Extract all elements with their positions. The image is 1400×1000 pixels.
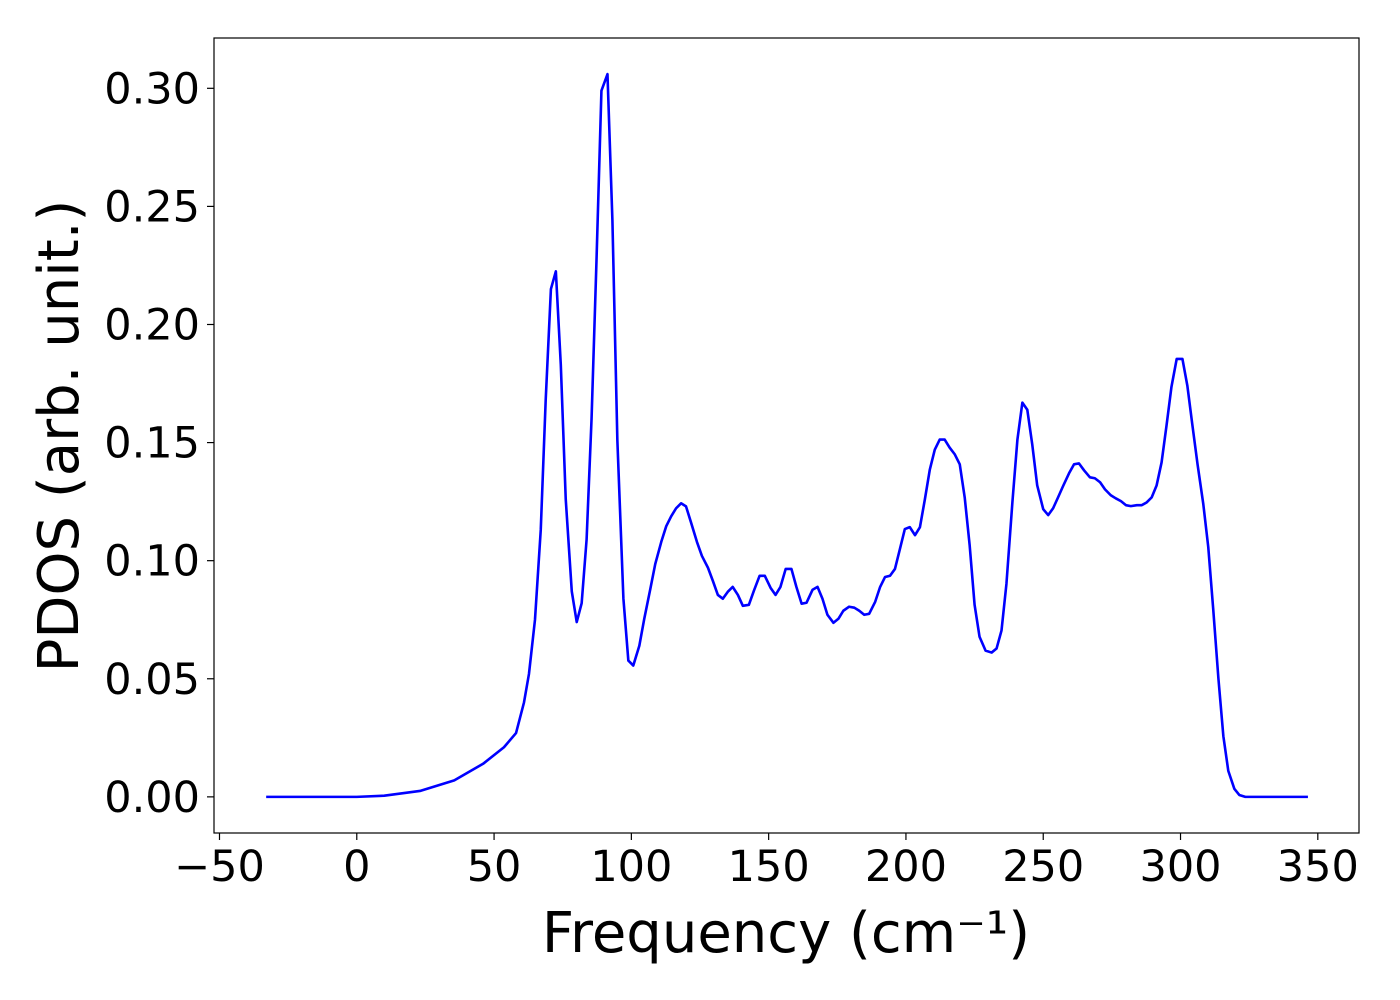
data-line <box>266 72 1308 799</box>
x-tick-label: 300 <box>1139 842 1221 892</box>
y-tick-label: 0.10 <box>104 537 200 587</box>
x-tick-label: 100 <box>590 842 672 892</box>
y-tick-label: 0.15 <box>104 419 200 469</box>
x-tick-label: 250 <box>1002 842 1084 892</box>
y-axis-label: PDOS (arb. unit.) <box>27 200 92 673</box>
x-tick-label: −50 <box>174 842 265 892</box>
x-tick-label: 350 <box>1277 842 1359 892</box>
x-tick-label: 150 <box>728 842 810 892</box>
y-tick-label: 0.20 <box>104 300 200 350</box>
plot-frame <box>213 37 1360 834</box>
y-tick-label: 0.05 <box>104 655 200 705</box>
x-tick-label: 0 <box>343 842 370 892</box>
y-tick-label: 0.30 <box>104 64 200 114</box>
x-tick-label: 50 <box>467 842 522 892</box>
x-tick-label: 200 <box>865 842 947 892</box>
y-tick-label: 0.25 <box>104 182 200 232</box>
y-tick-label: 0.00 <box>104 773 200 823</box>
x-axis-label: Frequency (cm⁻¹) <box>542 901 1030 966</box>
